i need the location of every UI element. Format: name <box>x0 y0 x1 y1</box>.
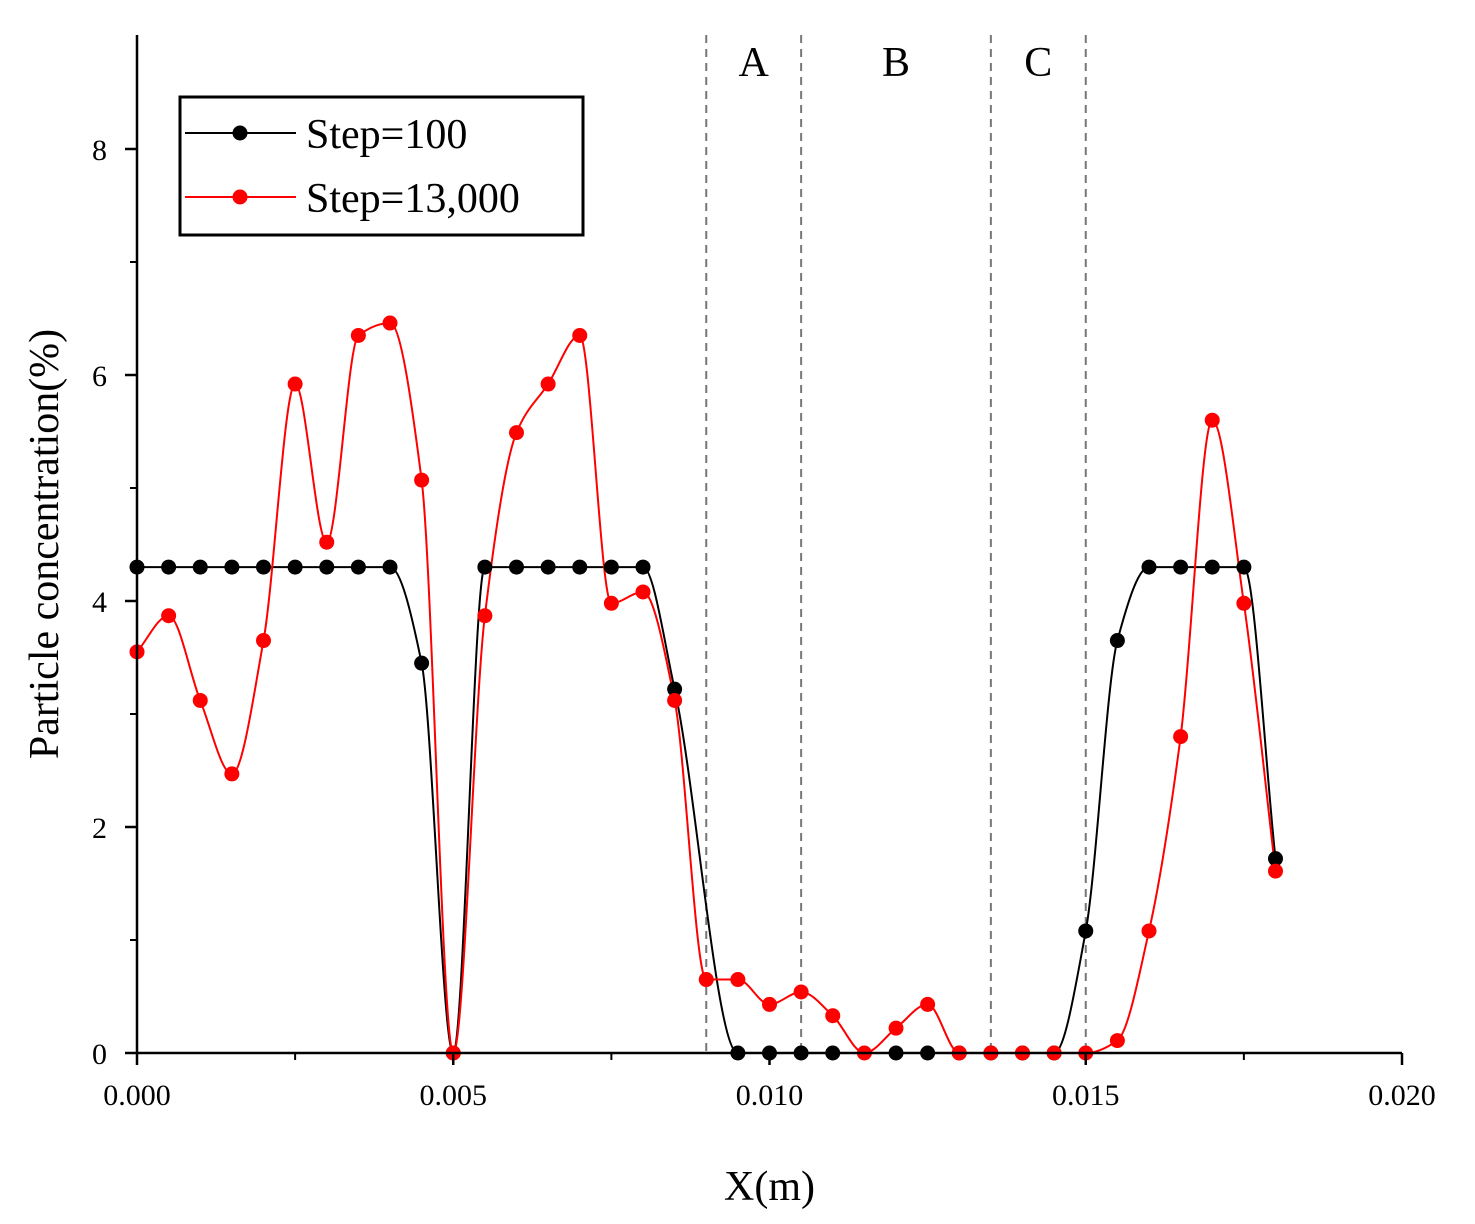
y-tick-label: 0 <box>92 1038 107 1071</box>
data-point <box>414 655 430 671</box>
data-point <box>603 595 619 611</box>
data-point <box>192 559 208 575</box>
x-tick-label: 0.015 <box>1052 1079 1120 1112</box>
data-point <box>1236 559 1252 575</box>
data-point <box>825 1008 841 1024</box>
data-point <box>287 376 303 392</box>
data-point <box>319 559 335 575</box>
region-label-a: A <box>739 40 770 86</box>
x-tick-label: 0.020 <box>1368 1079 1436 1112</box>
data-point <box>603 559 619 575</box>
data-point <box>1173 729 1189 745</box>
data-point <box>572 559 588 575</box>
x-axis-title: X(m) <box>724 1164 815 1210</box>
data-point <box>414 472 430 488</box>
region-label-c: C <box>1024 40 1052 86</box>
x-tick-label: 0.010 <box>736 1079 804 1112</box>
y-tick-label: 6 <box>92 360 107 393</box>
data-point <box>1236 595 1252 611</box>
y-tick-label: 8 <box>92 134 107 167</box>
x-tick-label: 0.005 <box>420 1079 488 1112</box>
data-point <box>667 692 683 708</box>
data-point <box>667 681 683 697</box>
data-point <box>540 376 556 392</box>
data-point <box>635 559 651 575</box>
data-point <box>1268 863 1283 879</box>
x-tick-label: 0.000 <box>103 1079 171 1112</box>
data-point <box>256 633 271 649</box>
legend-label: Step=100 <box>306 112 467 158</box>
region-dividers: A B C <box>705 35 1087 1053</box>
data-point <box>1173 559 1189 575</box>
data-point <box>888 1020 904 1036</box>
data-point <box>382 559 398 575</box>
data-point <box>224 559 240 575</box>
data-point <box>698 972 714 988</box>
data-point <box>319 534 335 550</box>
legend-marker <box>232 125 248 141</box>
data-point <box>509 559 524 575</box>
data-point <box>1141 559 1157 575</box>
data-point <box>1141 923 1157 939</box>
data-point <box>382 315 398 331</box>
region-label-b: B <box>882 40 910 86</box>
legend: Step=100 Step=13,000 <box>178 95 585 237</box>
data-point <box>1204 412 1220 428</box>
data-point <box>350 327 366 343</box>
data-point <box>572 327 588 343</box>
data-point <box>762 996 777 1012</box>
data-point <box>1268 851 1283 867</box>
y-axis-title: Particle concentration(%) <box>22 329 68 759</box>
data-point <box>793 984 809 1000</box>
data-point <box>350 559 366 575</box>
data-point <box>256 559 271 575</box>
data-point <box>1204 559 1220 575</box>
legend-label: Step=13,000 <box>306 176 520 222</box>
y-tick-label: 4 <box>92 586 107 619</box>
legend-marker <box>232 189 248 205</box>
data-point <box>224 766 240 782</box>
data-point <box>1109 1033 1125 1049</box>
data-point <box>730 972 746 988</box>
legend-box <box>178 95 585 237</box>
series-markers <box>129 315 1283 1061</box>
data-point <box>540 559 556 575</box>
data-point <box>1109 633 1125 649</box>
data-point <box>509 425 524 441</box>
x-ticks: 0.000 0.005 0.010 0.015 0.020 <box>103 1053 1436 1112</box>
data-point <box>287 559 303 575</box>
y-ticks: 0 2 4 6 8 <box>92 134 137 1071</box>
data-point <box>161 608 177 624</box>
data-point <box>635 584 651 600</box>
data-point <box>192 692 208 708</box>
data-point <box>477 559 493 575</box>
data-point <box>920 996 936 1012</box>
data-point <box>477 608 493 624</box>
y-tick-label: 2 <box>92 812 107 845</box>
data-point <box>161 559 177 575</box>
data-point <box>1078 923 1094 939</box>
